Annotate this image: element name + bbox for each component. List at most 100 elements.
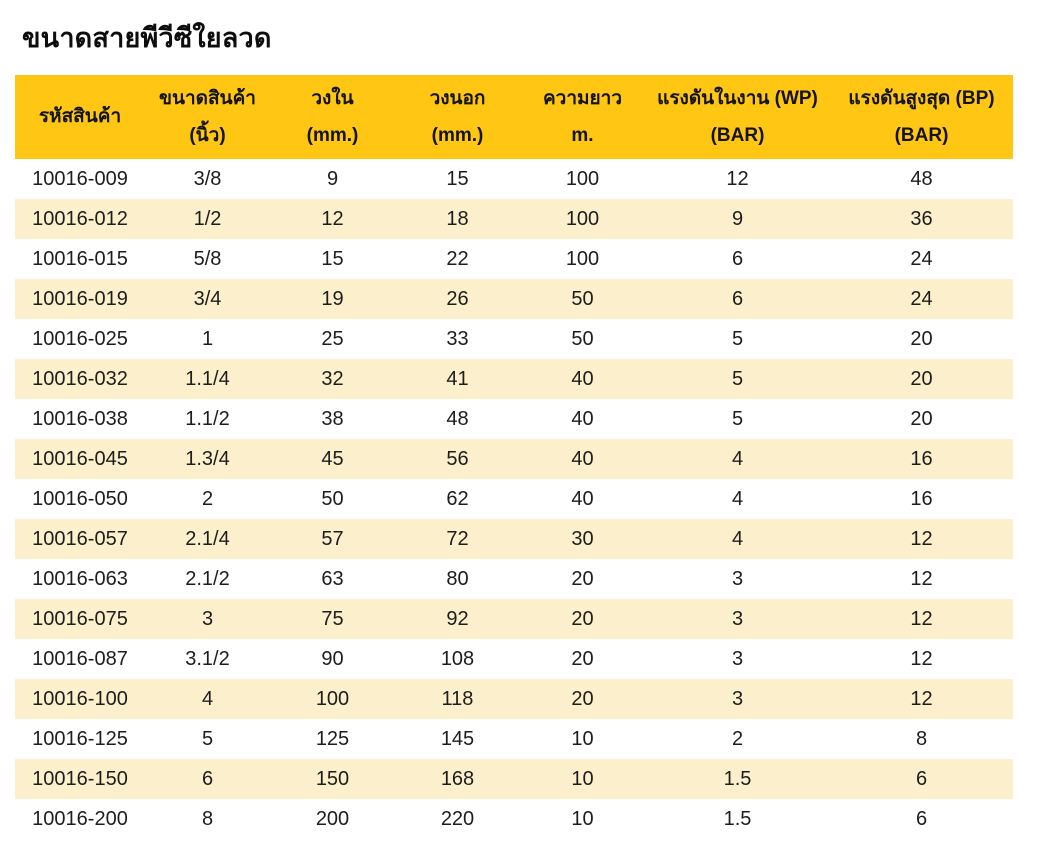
table-cell: 50 [520, 319, 645, 359]
table-cell: 41 [395, 359, 520, 399]
column-header-2: วงใน (mm.) [270, 75, 395, 159]
table-cell: 8 [830, 719, 1013, 759]
table-cell: 5 [645, 399, 830, 439]
table-cell: 72 [395, 519, 520, 559]
table-cell: 10016-057 [15, 519, 145, 559]
column-header-line1: รหัสสินค้า [38, 106, 122, 127]
table-cell: 57 [270, 519, 395, 559]
table-cell: 30 [520, 519, 645, 559]
column-header-4: ความยาว m. [520, 75, 645, 159]
table-cell: 168 [395, 759, 520, 799]
table-cell: 10016-045 [15, 439, 145, 479]
table-row: 10016-075 3 75 92 20 3 12 [15, 599, 1013, 639]
table-cell: 40 [520, 479, 645, 519]
table-cell: 36 [830, 199, 1013, 239]
table-cell: 38 [270, 399, 395, 439]
table-cell: 24 [830, 279, 1013, 319]
column-header-0: รหัสสินค้า [15, 75, 145, 159]
table-cell: 3 [145, 599, 270, 639]
table-cell: 100 [520, 159, 645, 199]
column-header-line2: (mm.) [306, 124, 359, 146]
table-cell: 10 [520, 799, 645, 839]
column-header-line2: m. [571, 124, 594, 146]
table-cell: 20 [830, 319, 1013, 359]
table-cell: 10016-200 [15, 799, 145, 839]
table-cell: 1.5 [645, 759, 830, 799]
table-cell: 6 [145, 759, 270, 799]
table-cell: 1/2 [145, 199, 270, 239]
table-cell: 5 [145, 719, 270, 759]
table-row: 10016-045 1.3/4 45 56 40 4 16 [15, 439, 1013, 479]
table-cell: 10016-038 [15, 399, 145, 439]
table-row: 10016-200 8 200 220 10 1.5 6 [15, 799, 1013, 839]
table-cell: 100 [520, 239, 645, 279]
table-cell: 108 [395, 639, 520, 679]
table-row: 10016-125 5 125 145 10 2 8 [15, 719, 1013, 759]
table-cell: 48 [830, 159, 1013, 199]
column-header-line1: วงนอก [429, 87, 486, 109]
table-cell: 20 [830, 399, 1013, 439]
table-row: 10016-025 1 25 33 50 5 20 [15, 319, 1013, 359]
table-row: 10016-015 5/8 15 22 100 6 24 [15, 239, 1013, 279]
page-title: ขนาดสายพีวีซีใยลวด [22, 23, 272, 53]
table-cell: 2.1/2 [145, 559, 270, 599]
table-cell: 4 [645, 439, 830, 479]
table-cell: 4 [645, 519, 830, 559]
table-cell: 220 [395, 799, 520, 839]
table-cell: 20 [520, 599, 645, 639]
table-cell: 125 [270, 719, 395, 759]
table-cell: 92 [395, 599, 520, 639]
table-cell: 50 [520, 279, 645, 319]
table-cell: 8 [145, 799, 270, 839]
table-cell: 200 [270, 799, 395, 839]
pvc-hose-size-table: รหัสสินค้า ขนาดสินค้า (นิ้ว) วงใน (mm.) วงนอก… [15, 75, 1013, 839]
column-header-5: แรงดันในงาน (WP) (BAR) [645, 75, 830, 159]
table-row: 10016-057 2.1/4 57 72 30 4 12 [15, 519, 1013, 559]
table-cell: 6 [645, 279, 830, 319]
table-cell: 10016-063 [15, 559, 145, 599]
table-cell: 33 [395, 319, 520, 359]
header-row: รหัสสินค้า ขนาดสินค้า (นิ้ว) วงใน (mm.) วงนอก… [15, 75, 1013, 159]
table-cell: 45 [270, 439, 395, 479]
table-cell: 56 [395, 439, 520, 479]
table-row: 10016-050 2 50 62 40 4 16 [15, 479, 1013, 519]
table-cell: 6 [830, 799, 1013, 839]
column-header-line1: ความยาว [542, 87, 623, 109]
table-cell: 5/8 [145, 239, 270, 279]
table-cell: 3/4 [145, 279, 270, 319]
column-header-line1: ขนาดสินค้า [159, 87, 256, 109]
table-cell: 48 [395, 399, 520, 439]
column-header-line2: (นิ้ว) [189, 124, 226, 146]
table-cell: 50 [270, 479, 395, 519]
table-cell: 12 [830, 639, 1013, 679]
column-header-line2: (BAR) [710, 124, 765, 146]
table-cell: 40 [520, 399, 645, 439]
table-cell: 20 [520, 559, 645, 599]
table-cell: 10016-150 [15, 759, 145, 799]
table-cell: 80 [395, 559, 520, 599]
table-cell: 12 [830, 519, 1013, 559]
table-cell: 10016-100 [15, 679, 145, 719]
table-cell: 62 [395, 479, 520, 519]
table-cell: 19 [270, 279, 395, 319]
table-body: 10016-009 3/8 9 15 100 12 48 10016-012 1/2 12 18 10… [15, 159, 1013, 839]
table-cell: 10016-009 [15, 159, 145, 199]
table-cell: 3 [645, 559, 830, 599]
table-cell: 6 [645, 239, 830, 279]
table-cell: 2.1/4 [145, 519, 270, 559]
table-cell: 1.1/4 [145, 359, 270, 399]
table-cell: 10016-087 [15, 639, 145, 679]
table-row: 10016-150 6 150 168 10 1.5 6 [15, 759, 1013, 799]
table-cell: 100 [520, 199, 645, 239]
table-row: 10016-038 1.1/2 38 48 40 5 20 [15, 399, 1013, 439]
table-cell: 5 [645, 319, 830, 359]
table-cell: 25 [270, 319, 395, 359]
table-cell: 5 [645, 359, 830, 399]
table-cell: 10016-075 [15, 599, 145, 639]
table-cell: 12 [830, 679, 1013, 719]
table-cell: 40 [520, 359, 645, 399]
table-cell: 1.3/4 [145, 439, 270, 479]
table-row: 10016-019 3/4 19 26 50 6 24 [15, 279, 1013, 319]
table-cell: 2 [645, 719, 830, 759]
column-header-3: วงนอก (mm.) [395, 75, 520, 159]
